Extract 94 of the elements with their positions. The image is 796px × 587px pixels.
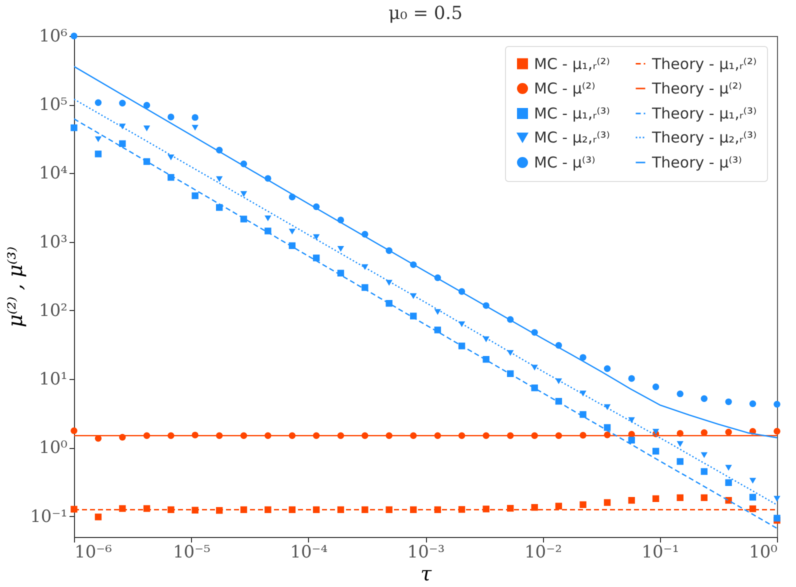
point: [434, 309, 442, 315]
point: [168, 114, 174, 120]
x-tick-label: 10⁻¹: [642, 542, 680, 562]
y-tick-label: 10²: [39, 300, 68, 321]
legend-label: MC - μ⁽³⁾: [534, 154, 596, 172]
point: [700, 395, 708, 402]
point: [192, 124, 198, 131]
point: [604, 365, 611, 372]
point: [652, 495, 660, 502]
point: [628, 436, 635, 444]
point: [580, 354, 586, 361]
x-tick-label: 10⁻⁴: [290, 542, 328, 562]
y-tick-label: 10⁰: [39, 438, 68, 458]
point: [264, 228, 272, 234]
point: [749, 400, 756, 408]
legend-label: Theory - μ⁽²⁾: [651, 80, 742, 98]
x-tick-label: 10⁻³: [407, 542, 445, 562]
point: [652, 384, 660, 390]
legend-label: MC - μ⁽²⁾: [534, 80, 596, 98]
x-axis-title: τ: [420, 562, 432, 586]
point: [700, 494, 708, 502]
point: [119, 505, 126, 512]
point: [749, 494, 756, 501]
x-tick-label: 10⁰: [749, 542, 778, 562]
point: [774, 496, 780, 502]
point: [94, 150, 102, 158]
point: [216, 176, 223, 182]
point: [362, 284, 368, 291]
point: [749, 478, 756, 484]
point: [725, 479, 732, 486]
point: [264, 215, 272, 222]
point: [192, 192, 198, 200]
point: [70, 427, 78, 434]
legend-label: Theory - μ⁽³⁾: [651, 154, 742, 172]
x-tick-label: 10⁻⁶: [74, 542, 112, 562]
legend-label: MC - μ₁,ᵣ⁽³⁾: [534, 104, 610, 122]
point: [604, 424, 611, 431]
point: [192, 114, 198, 121]
legend-label: MC - μ₂,ᵣ⁽³⁾: [534, 128, 610, 146]
point: [70, 124, 78, 132]
point: [288, 228, 296, 235]
point: [628, 375, 635, 382]
point: [143, 126, 150, 132]
point: [774, 400, 780, 408]
point: [531, 504, 538, 511]
legend-label: MC - μ₁,ᵣ⁽²⁾: [534, 54, 610, 73]
point: [555, 502, 562, 510]
point: [362, 264, 368, 270]
point: [531, 364, 538, 371]
y-axis-title: μ⁽²⁾ , μ⁽³⁾: [3, 246, 28, 328]
point: [240, 191, 248, 197]
point: [725, 428, 732, 436]
point: [725, 464, 732, 471]
x-tick-label: 10⁻⁵: [172, 542, 211, 562]
point: [604, 499, 611, 506]
y-tick-label: 10⁶: [39, 26, 68, 46]
y-tick-label: 10⁻¹: [30, 506, 68, 527]
point: [337, 246, 344, 252]
point: [652, 448, 660, 455]
point: [216, 204, 223, 211]
point: [700, 468, 708, 475]
y-tick-label: 10³: [39, 232, 68, 252]
point: [676, 441, 684, 447]
legend-label: Theory - μ₁,ᵣ⁽³⁾: [651, 104, 757, 122]
point: [676, 458, 684, 465]
point: [312, 254, 320, 262]
point: [580, 390, 586, 396]
point: [94, 136, 102, 142]
legend-label: Theory - μ₂,ᵣ⁽³⁾: [651, 128, 757, 146]
x-tick-label: 10⁻²: [524, 542, 562, 562]
point: [676, 494, 684, 502]
legend-label: Theory - μ₁,ᵣ⁽²⁾: [651, 54, 757, 73]
point: [700, 452, 708, 458]
point: [119, 124, 126, 130]
point: [94, 514, 102, 520]
point: [434, 326, 442, 334]
point: [774, 428, 780, 435]
point: [143, 102, 150, 109]
point: [580, 501, 586, 508]
point: [580, 411, 586, 418]
point: [119, 140, 126, 147]
y-tick-label: 10¹: [39, 370, 68, 390]
point: [482, 506, 490, 512]
point: [725, 398, 732, 406]
point: [119, 100, 126, 107]
point: [312, 234, 320, 240]
point: [94, 99, 102, 106]
y-tick-label: 10⁴: [39, 164, 68, 184]
y-tick-label: 10⁵: [39, 95, 68, 116]
point: [676, 390, 684, 398]
chart-title: μ₀ = 0.5: [388, 3, 463, 24]
point: [652, 428, 660, 435]
point: [628, 497, 635, 504]
point: [168, 154, 174, 160]
